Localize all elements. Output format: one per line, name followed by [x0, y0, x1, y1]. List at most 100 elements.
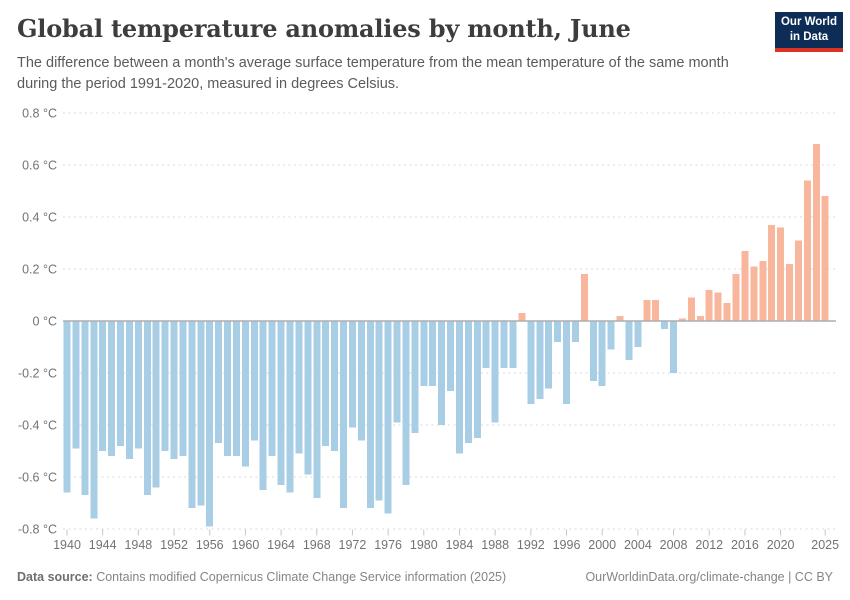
subtitle-line-2: during the period 1991-2020, measured in…	[17, 76, 400, 93]
bar-1996[interactable]	[563, 321, 571, 405]
bar-1956[interactable]	[206, 321, 214, 527]
bar-2024[interactable]	[812, 144, 820, 321]
bar-1976[interactable]	[384, 321, 392, 514]
bar-2002[interactable]	[616, 315, 624, 321]
x-tick-label-1944: 1944	[89, 538, 117, 552]
bar-2019[interactable]	[768, 224, 776, 321]
bar-1999[interactable]	[589, 321, 597, 381]
bar-1995[interactable]	[554, 321, 562, 342]
bar-1962[interactable]	[259, 321, 267, 490]
bar-2010[interactable]	[687, 297, 695, 321]
owid-logo-line2: in Data	[789, 31, 829, 43]
bar-1955[interactable]	[197, 321, 205, 506]
bar-1997[interactable]	[571, 321, 579, 342]
bar-2009[interactable]	[678, 318, 686, 321]
page-title: Global temperature anomalies by month, J…	[17, 14, 631, 43]
bar-1987[interactable]	[482, 321, 490, 368]
bar-2011[interactable]	[696, 315, 704, 321]
bar-1958[interactable]	[224, 321, 232, 457]
bar-1963[interactable]	[268, 321, 276, 457]
bar-1965[interactable]	[286, 321, 294, 493]
bar-1988[interactable]	[491, 321, 499, 423]
bar-1964[interactable]	[277, 321, 285, 485]
bar-1947[interactable]	[125, 321, 133, 459]
bar-2007[interactable]	[661, 321, 669, 329]
bar-1942[interactable]	[81, 321, 89, 496]
bar-1983[interactable]	[447, 321, 455, 392]
bar-2022[interactable]	[794, 240, 802, 321]
bar-1992[interactable]	[527, 321, 535, 405]
bar-1961[interactable]	[250, 321, 258, 441]
bar-2016[interactable]	[741, 250, 749, 321]
bar-1949[interactable]	[143, 321, 151, 496]
bar-1979[interactable]	[411, 321, 419, 433]
bar-1969[interactable]	[322, 321, 330, 446]
bar-2025[interactable]	[821, 196, 829, 321]
bar-2015[interactable]	[732, 274, 740, 321]
bar-1975[interactable]	[375, 321, 383, 501]
bar-1978[interactable]	[402, 321, 410, 485]
bar-2017[interactable]	[750, 266, 758, 321]
bar-1954[interactable]	[188, 321, 196, 509]
bar-1989[interactable]	[500, 321, 508, 368]
owid-logo[interactable]: Our World in Data	[775, 12, 843, 52]
x-tick-label-2008: 2008	[660, 538, 688, 552]
bar-2000[interactable]	[598, 321, 606, 386]
credit-link[interactable]: OurWorldinData.org/climate-change | CC B…	[585, 570, 833, 584]
bar-1998[interactable]	[580, 274, 588, 321]
bar-1974[interactable]	[366, 321, 374, 509]
bar-1968[interactable]	[313, 321, 321, 498]
bar-1957[interactable]	[215, 321, 223, 444]
y-tick-label-0.4: 0.4 °C	[22, 211, 57, 225]
bar-1945[interactable]	[108, 321, 116, 457]
x-tick-label-2000: 2000	[588, 538, 616, 552]
bar-1943[interactable]	[90, 321, 98, 519]
bar-1960[interactable]	[241, 321, 249, 467]
y-tick-label-0.8: 0.8 °C	[22, 107, 57, 121]
bar-1973[interactable]	[357, 321, 365, 441]
bar-1959[interactable]	[232, 321, 240, 457]
bar-1971[interactable]	[340, 321, 348, 509]
bar-2001[interactable]	[607, 321, 615, 350]
bar-1986[interactable]	[473, 321, 481, 438]
bar-1944[interactable]	[99, 321, 107, 451]
bar-1981[interactable]	[429, 321, 437, 386]
bar-1993[interactable]	[536, 321, 544, 399]
bar-2003[interactable]	[625, 321, 633, 360]
bar-1977[interactable]	[393, 321, 401, 423]
bar-2013[interactable]	[714, 292, 722, 321]
bar-2006[interactable]	[652, 300, 660, 321]
bar-1970[interactable]	[331, 321, 339, 451]
bar-2008[interactable]	[670, 321, 678, 373]
bar-1952[interactable]	[170, 321, 178, 459]
bar-1951[interactable]	[161, 321, 169, 451]
bar-1984[interactable]	[455, 321, 463, 454]
bar-1950[interactable]	[152, 321, 160, 488]
bar-1972[interactable]	[348, 321, 356, 428]
data-source-text: Contains modified Copernicus Climate Cha…	[92, 570, 507, 584]
bar-1991[interactable]	[518, 313, 526, 321]
bar-1982[interactable]	[438, 321, 446, 425]
bar-1966[interactable]	[295, 321, 303, 454]
bar-1941[interactable]	[72, 321, 80, 449]
bar-1990[interactable]	[509, 321, 517, 368]
data-source-note: Data source: Contains modified Copernicu…	[17, 570, 506, 584]
bar-2014[interactable]	[723, 302, 731, 321]
chart-footer: Data source: Contains modified Copernicu…	[17, 570, 833, 584]
bar-2004[interactable]	[634, 321, 642, 347]
bar-2021[interactable]	[786, 263, 794, 321]
bar-2020[interactable]	[777, 227, 785, 321]
bar-1940[interactable]	[63, 321, 71, 493]
bar-1946[interactable]	[117, 321, 125, 446]
bar-1994[interactable]	[545, 321, 553, 389]
bar-1948[interactable]	[134, 321, 142, 449]
bar-2005[interactable]	[643, 300, 651, 321]
bar-2018[interactable]	[759, 261, 767, 321]
bar-1967[interactable]	[304, 321, 312, 475]
y-tick-label--0.6: -0.6 °C	[18, 471, 57, 485]
bar-2023[interactable]	[803, 180, 811, 321]
bar-1985[interactable]	[464, 321, 472, 444]
bar-1953[interactable]	[179, 321, 187, 457]
bar-2012[interactable]	[705, 289, 713, 321]
bar-1980[interactable]	[420, 321, 428, 386]
